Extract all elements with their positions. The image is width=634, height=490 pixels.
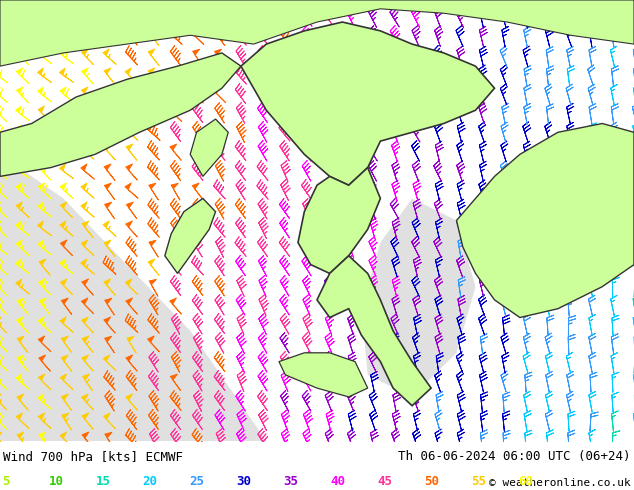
Polygon shape <box>361 198 476 397</box>
Polygon shape <box>456 123 634 318</box>
Text: 15: 15 <box>96 474 111 488</box>
Text: 30: 30 <box>236 474 252 488</box>
Text: 25: 25 <box>190 474 205 488</box>
Polygon shape <box>165 198 216 273</box>
Polygon shape <box>298 168 380 273</box>
Polygon shape <box>279 353 368 397</box>
Polygon shape <box>0 154 266 441</box>
Polygon shape <box>317 256 431 406</box>
Text: 60: 60 <box>518 474 533 488</box>
Text: Th 06-06-2024 06:00 UTC (06+24): Th 06-06-2024 06:00 UTC (06+24) <box>398 450 631 463</box>
Polygon shape <box>190 119 228 176</box>
Text: 55: 55 <box>471 474 486 488</box>
Text: 5: 5 <box>2 474 10 488</box>
Text: 50: 50 <box>424 474 439 488</box>
Text: © weatheronline.co.uk: © weatheronline.co.uk <box>489 478 631 488</box>
Text: 20: 20 <box>143 474 158 488</box>
Text: 10: 10 <box>49 474 64 488</box>
Polygon shape <box>0 53 241 176</box>
Text: Wind 700 hPa [kts] ECMWF: Wind 700 hPa [kts] ECMWF <box>3 450 183 463</box>
Text: 35: 35 <box>283 474 299 488</box>
Polygon shape <box>241 22 495 185</box>
Text: 40: 40 <box>330 474 346 488</box>
Polygon shape <box>0 0 634 66</box>
Text: 45: 45 <box>377 474 392 488</box>
